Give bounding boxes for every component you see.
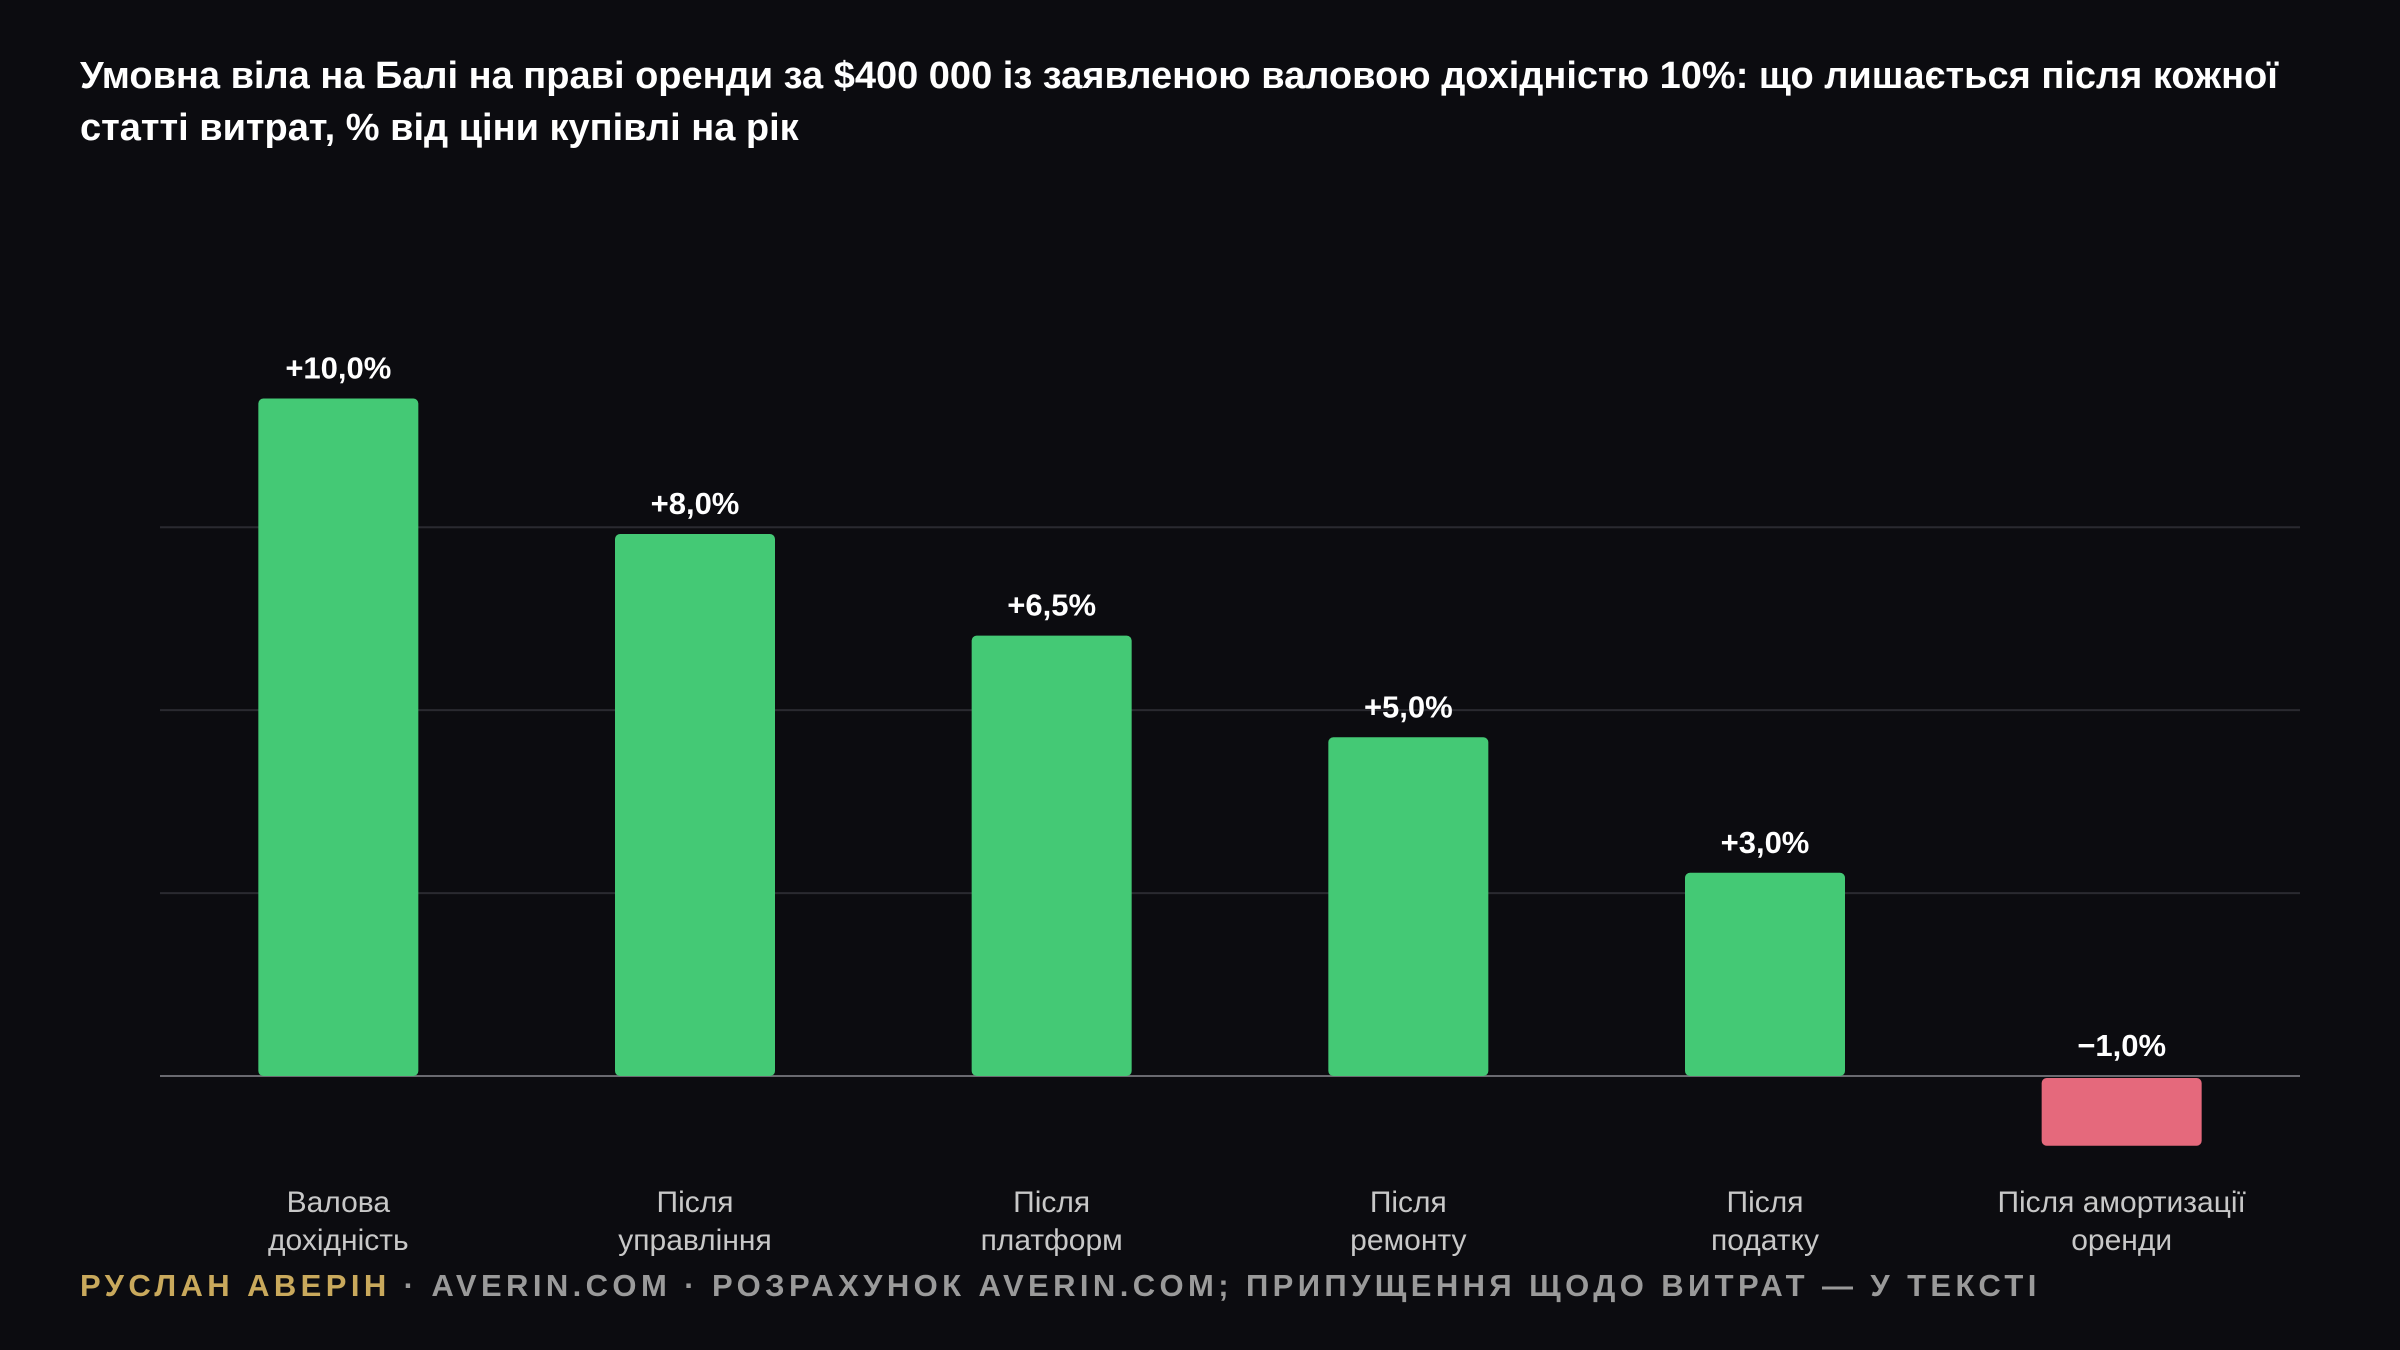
footer: РУСЛАН АВЕРІН · AVERIN.COM · РОЗРАХУНОК …	[80, 1268, 2041, 1304]
category-label: дохідність	[268, 1224, 409, 1257]
category-label: управління	[618, 1224, 771, 1257]
bar	[2041, 1078, 2202, 1146]
category-label: Після	[1727, 1186, 1804, 1219]
category-label: платформ	[981, 1224, 1123, 1257]
data-label: −1,0%	[2077, 1028, 2166, 1063]
footer-source: РОЗРАХУНОК AVERIN.COM; ПРИПУЩЕННЯ ЩОДО В…	[711, 1268, 2041, 1303]
category-label: податку	[1711, 1224, 1819, 1257]
category-label: Валова	[287, 1186, 391, 1219]
data-label: +8,0%	[651, 486, 740, 521]
bar	[1685, 872, 1845, 1076]
bar	[1328, 737, 1489, 1076]
category-label: Після амортизації	[1997, 1186, 2246, 1219]
footer-author: РУСЛАН АВЕРІН	[80, 1268, 391, 1303]
data-label: +6,5%	[1007, 588, 1096, 623]
category-labels: Валова дохідність Після управління Після плат…	[268, 1186, 2247, 1257]
footer-separator: ·	[684, 1268, 712, 1303]
category-label: ремонту	[1350, 1224, 1466, 1257]
data-label: +5,0%	[1364, 689, 1453, 724]
bar	[971, 635, 1132, 1076]
footer-site: AVERIN.COM	[431, 1268, 672, 1303]
bars	[258, 398, 2202, 1146]
data-label: +3,0%	[1721, 825, 1810, 860]
data-label: +10,0%	[285, 351, 391, 386]
bar	[258, 398, 419, 1076]
category-label: Після	[1013, 1186, 1090, 1219]
category-label: Після	[1370, 1186, 1447, 1219]
chart-title: Умовна віла на Балі на праві оренди за $…	[80, 55, 2278, 149]
bar	[615, 534, 775, 1076]
data-labels: +10,0% +8,0% +6,5% +5,0% +3,0% −1,0%	[285, 351, 2166, 1064]
category-label: Після	[657, 1186, 734, 1219]
category-label: оренди	[2071, 1224, 2172, 1257]
gridlines	[160, 526, 2300, 1077]
footer-separator: ·	[403, 1268, 432, 1303]
